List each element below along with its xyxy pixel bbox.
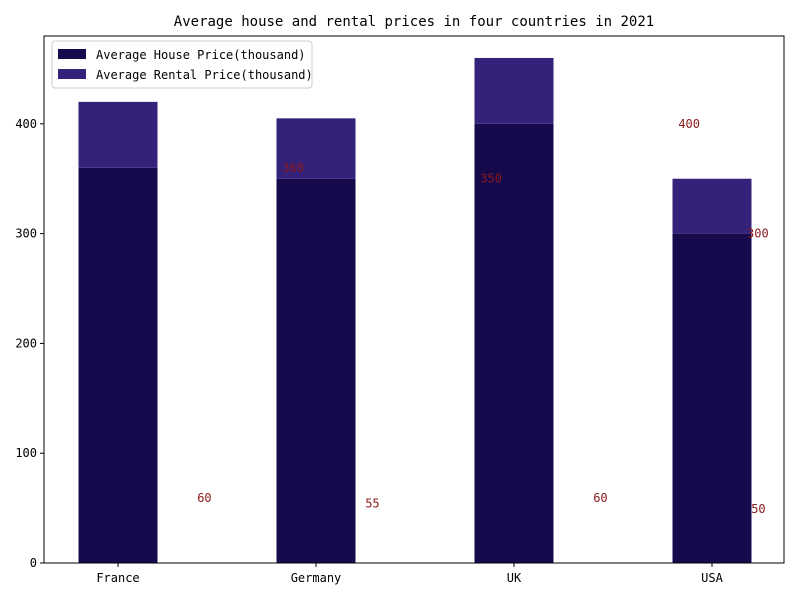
x-tick-label: USA xyxy=(701,571,723,585)
legend-label-2: Average Rental Price(thousand) xyxy=(96,68,313,82)
y-tick-label: 200 xyxy=(15,336,37,350)
bar-germany-series-2 xyxy=(276,118,356,179)
data-labels-layer: 360 60 350 55 400 60 300 50 xyxy=(197,117,768,516)
chart-title: Average house and rental prices in four … xyxy=(174,14,654,30)
bar-uk-series-2 xyxy=(474,57,554,124)
bar-usa-series-2 xyxy=(672,178,752,234)
legend-label-1: Average House Price(thousand) xyxy=(96,48,306,62)
x-tick-label: UK xyxy=(507,571,522,585)
legend-box xyxy=(51,40,313,89)
data-label-house-germany: 350 xyxy=(480,172,502,186)
bar-uk-series-1 xyxy=(474,123,554,563)
y-tick-label: 0 xyxy=(30,556,37,570)
bar-germany-series-1 xyxy=(276,178,356,563)
data-label-rental-usa: 50 xyxy=(751,502,765,516)
bar-usa-series-1 xyxy=(672,233,752,563)
x-tick-label: Germany xyxy=(291,571,342,585)
data-label-rental-germany: 55 xyxy=(365,497,379,511)
y-tick-label: 400 xyxy=(15,117,37,131)
bar-france-series-1 xyxy=(78,167,158,563)
data-label-house-france: 360 xyxy=(282,161,304,175)
y-axis: 0 100 200 300 400 xyxy=(15,117,44,570)
bar-france-series-2 xyxy=(78,101,158,168)
x-axis: France Germany UK USA xyxy=(96,563,724,585)
y-tick-label: 300 xyxy=(15,227,37,241)
legend-swatch-1 xyxy=(58,49,86,59)
x-tick-label: France xyxy=(96,571,139,585)
y-tick-label: 100 xyxy=(15,446,37,460)
legend-swatch-2 xyxy=(58,69,86,79)
data-label-rental-france: 60 xyxy=(197,491,211,505)
legend: Average House Price(thousand) Average Ren… xyxy=(51,40,313,89)
bars-layer xyxy=(78,57,752,563)
data-label-house-usa: 300 xyxy=(747,227,769,241)
data-label-rental-uk: 60 xyxy=(593,491,607,505)
plot-frame xyxy=(43,35,785,564)
data-label-house-uk: 400 xyxy=(678,117,700,131)
